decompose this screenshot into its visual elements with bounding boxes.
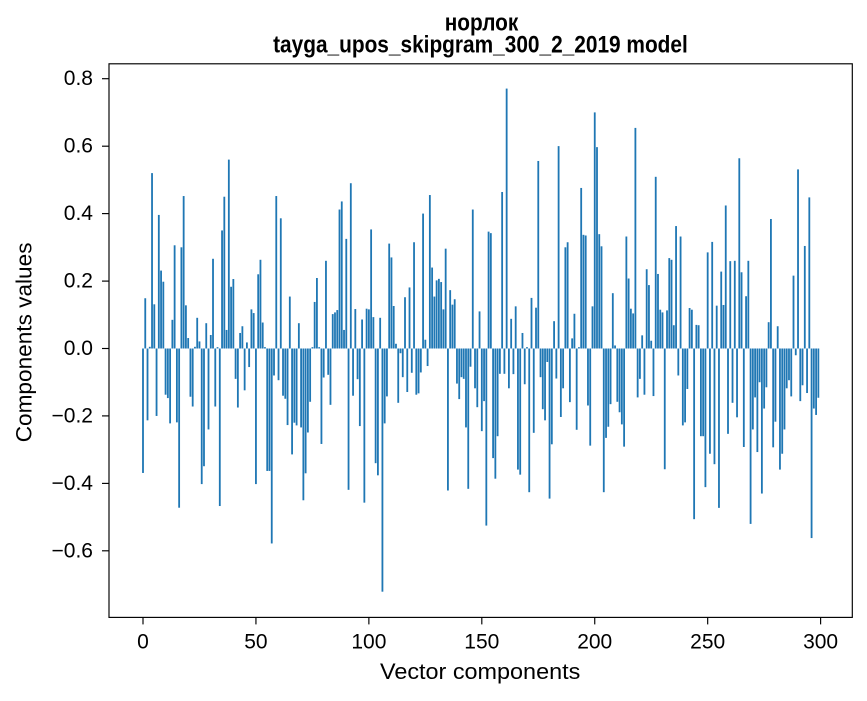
svg-text:0.8: 0.8 — [64, 67, 93, 90]
svg-text:200: 200 — [577, 630, 612, 653]
svg-text:250: 250 — [690, 630, 725, 653]
svg-text:−0.4: −0.4 — [52, 472, 94, 495]
svg-text:0.2: 0.2 — [64, 270, 93, 293]
svg-text:Components values: Components values — [12, 242, 37, 442]
svg-text:−0.2: −0.2 — [52, 404, 93, 427]
svg-text:100: 100 — [351, 630, 386, 653]
svg-text:0.0: 0.0 — [64, 337, 93, 360]
svg-text:50: 50 — [244, 630, 267, 653]
svg-text:−0.6: −0.6 — [52, 539, 93, 562]
svg-text:0.6: 0.6 — [64, 135, 93, 158]
svg-text:150: 150 — [464, 630, 499, 653]
svg-text:Vector components: Vector components — [380, 659, 580, 684]
svg-text:tayga_upos_skipgram_300_2_2019: tayga_upos_skipgram_300_2_2019 model — [273, 31, 688, 58]
svg-text:300: 300 — [803, 630, 838, 653]
svg-text:0.4: 0.4 — [64, 202, 94, 225]
svg-text:норлок: норлок — [445, 10, 519, 37]
svg-text:0: 0 — [137, 630, 149, 653]
